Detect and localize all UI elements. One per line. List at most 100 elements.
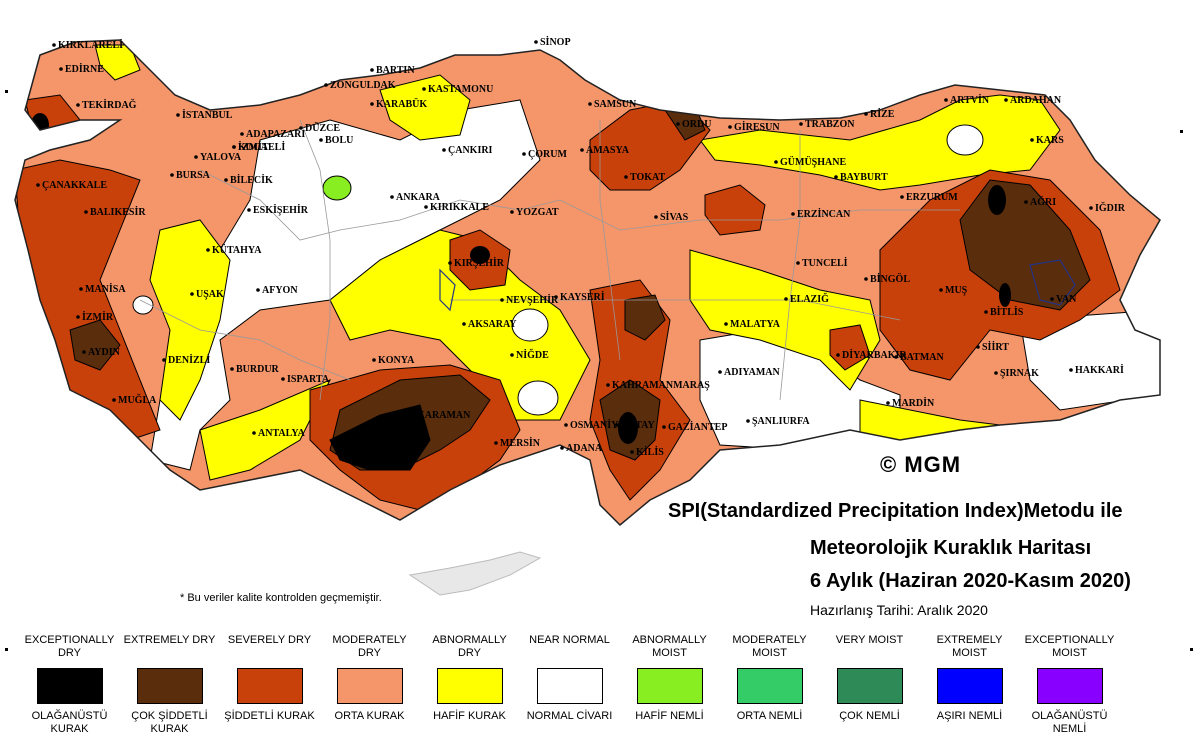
near-normal-nevsehir xyxy=(511,308,549,342)
city-marker xyxy=(170,173,174,177)
city-marker xyxy=(976,345,980,349)
cyprus-shape xyxy=(408,551,542,596)
city-marker xyxy=(79,287,83,291)
city-marker xyxy=(886,401,890,405)
city-marker xyxy=(176,113,180,117)
corner-mark xyxy=(5,648,8,651)
drought-map: KIRKLARELİ EDİRNE TEKİRDAĞ İSTANBUL ÇANAKKAL… xyxy=(14,36,1161,596)
city-label: IĞDIR xyxy=(1095,201,1126,214)
city-label: BİTLİS xyxy=(990,306,1024,318)
corner-mark xyxy=(1180,130,1183,133)
city-label: ERZİNCAN xyxy=(797,208,851,220)
city-marker xyxy=(522,152,526,156)
legend-label-en: EXTREMELY DRY xyxy=(123,634,216,646)
city-marker xyxy=(554,295,558,299)
province-borders xyxy=(139,119,960,401)
city-marker xyxy=(580,148,584,152)
city-marker xyxy=(36,183,40,187)
legend-item: EXCEPTIONALLY DRY OLAĞANÜSTÜ KURAK xyxy=(22,634,117,736)
city-label: İZMİT xyxy=(238,141,269,153)
city-label: RİZE xyxy=(870,108,895,120)
legend-swatch xyxy=(436,668,503,704)
legend-item: MODERATELY MOIST ORTA NEMLİ xyxy=(722,634,817,723)
city-label: KİLİS xyxy=(636,446,664,458)
city-marker xyxy=(500,298,504,302)
city-label: OSMANİYE xyxy=(570,419,625,431)
city-label: ÇANAKKALE xyxy=(42,180,107,191)
city-label: MUĞLA xyxy=(118,393,157,406)
city-marker xyxy=(834,175,838,179)
city-label: ORDU xyxy=(682,119,711,130)
city-marker xyxy=(606,383,610,387)
legend-label-tr: HAFİF NEMLİ xyxy=(635,710,704,722)
legend-swatch xyxy=(736,668,803,704)
corner-mark xyxy=(5,90,8,93)
city-labels: KIRKLARELİ EDİRNE TEKİRDAĞ İSTANBUL ÇANAKKAL… xyxy=(36,36,1126,458)
city-marker xyxy=(894,355,898,359)
near-normal-nigde xyxy=(517,380,559,416)
legend-item: SEVERELY DRY ŞİDDETLİ KURAK xyxy=(222,634,317,723)
city-label: KASTAMONU xyxy=(428,84,493,95)
city-label: MALATYA xyxy=(730,319,781,330)
city-label: ANKARA xyxy=(396,192,441,203)
city-label: NEVŞEHİR xyxy=(506,294,559,306)
abnormally-dry-north xyxy=(699,94,1061,191)
city-label: AYDIN xyxy=(88,347,121,358)
city-marker xyxy=(615,423,619,427)
legend-label-tr: OLAĞANÜSTÜ NEMLİ xyxy=(1031,710,1108,735)
city-marker xyxy=(864,112,868,116)
city-marker xyxy=(442,148,446,152)
city-marker xyxy=(370,68,374,72)
city-label: AFYON xyxy=(262,285,298,296)
city-marker xyxy=(774,160,778,164)
exceptionally-dry-kirsehir xyxy=(470,246,490,264)
city-label: DİYARBAKIR xyxy=(842,349,907,361)
city-label: BİLECİK xyxy=(230,174,273,186)
city-marker xyxy=(784,297,788,301)
legend-swatch xyxy=(536,668,603,704)
city-label: NİĞDE xyxy=(516,348,549,361)
legend-item: ABNORMALLY MOIST HAFİF NEMLİ xyxy=(622,634,717,723)
city-marker xyxy=(836,353,840,357)
city-label: YOZGAT xyxy=(516,207,559,218)
city-marker xyxy=(984,310,988,314)
corner-mark xyxy=(1190,648,1193,651)
city-marker xyxy=(162,358,166,362)
legend-label-tr: NORMAL CİVARI xyxy=(526,710,613,722)
city-label: AMASYA xyxy=(586,145,630,156)
legend-label-tr: ORTA KURAK xyxy=(334,710,405,722)
legend-swatch xyxy=(336,668,403,704)
city-marker xyxy=(864,277,868,281)
legend-swatch xyxy=(1036,668,1103,704)
city-label: MARDİN xyxy=(892,397,935,409)
legend-label-en: MODERATELY MOIST xyxy=(732,634,807,659)
city-marker xyxy=(728,125,732,129)
city-label: TUNCELİ xyxy=(802,257,848,269)
data-footnote: * Bu veriler kalite kontrolden geçmemişt… xyxy=(180,592,382,604)
city-label: DENİZLİ xyxy=(168,354,210,366)
city-label: KÜTAHYA xyxy=(212,243,262,256)
city-marker xyxy=(718,370,722,374)
city-label: AĞRI xyxy=(1030,195,1056,208)
city-marker xyxy=(76,315,80,319)
city-label: İSTANBUL xyxy=(182,109,233,121)
city-marker xyxy=(252,431,256,435)
city-marker xyxy=(422,87,426,91)
legend-label-en: EXCEPTIONALLY DRY xyxy=(24,634,115,659)
map-title-line2: Meteorolojik Kuraklık Haritası xyxy=(810,537,1092,559)
legend-swatch xyxy=(36,668,103,704)
city-label: KIRIKKALE xyxy=(430,202,489,213)
city-label: KOCAELİ xyxy=(238,141,285,153)
city-label: BİNGÖL xyxy=(870,272,910,285)
city-label: ADAPAZARI xyxy=(246,129,305,140)
city-label: KARS xyxy=(1036,135,1064,146)
city-marker xyxy=(112,398,116,402)
city-label: EDİRNE xyxy=(65,63,104,75)
legend-item: NEAR NORMAL NORMAL CİVARI xyxy=(522,634,617,723)
city-label: KAYSERİ xyxy=(560,291,605,303)
city-label: SAMSUN xyxy=(594,99,637,110)
city-marker xyxy=(900,195,904,199)
city-marker xyxy=(944,98,948,102)
city-label: GİRESUN xyxy=(734,121,780,133)
city-marker xyxy=(939,288,943,292)
